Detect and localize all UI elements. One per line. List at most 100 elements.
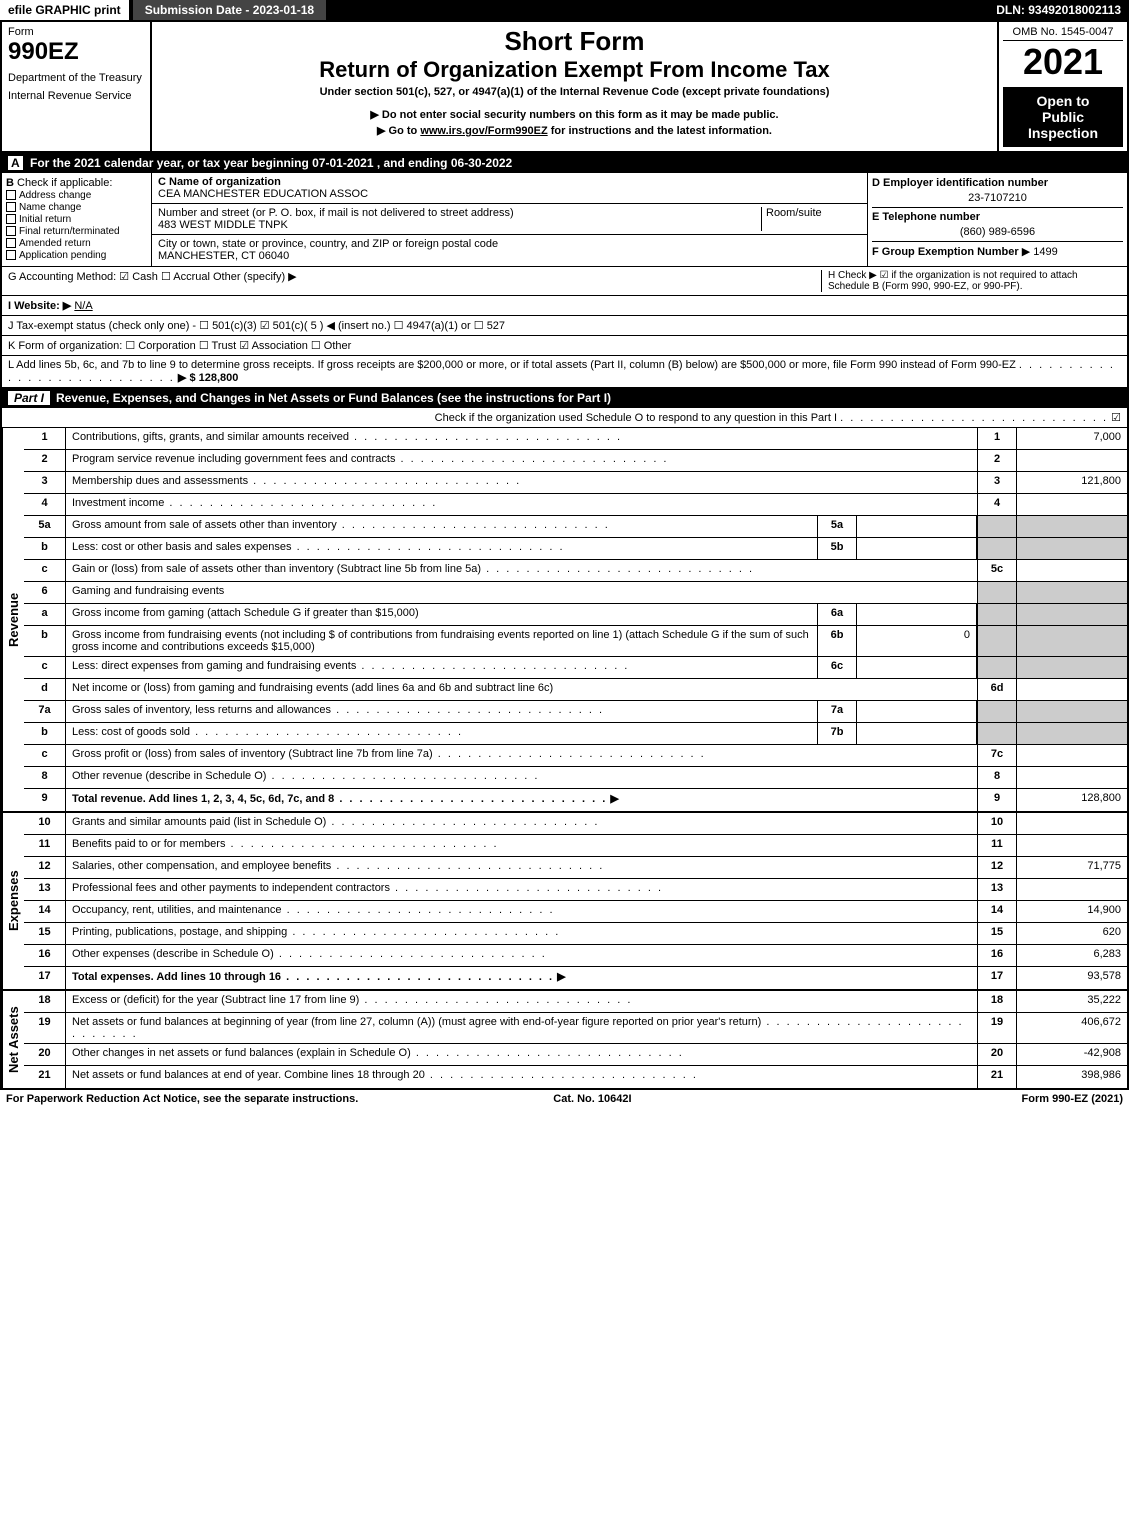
check-initial-return[interactable]: Initial return <box>6 214 147 225</box>
group-value: ▶ 1499 <box>1022 246 1058 258</box>
form-body: Form 990EZ Department of the Treasury In… <box>0 20 1129 1090</box>
part-1-checkbox[interactable]: ☑ <box>1111 412 1121 424</box>
ein-value: 23-7107210 <box>872 192 1123 204</box>
return-title: Return of Organization Exempt From Incom… <box>162 57 987 83</box>
open-to-public: Open to Public Inspection <box>1003 87 1123 147</box>
line-9: 9Total revenue. Add lines 1, 2, 3, 4, 5c… <box>24 789 1127 811</box>
line-1: 1Contributions, gifts, grants, and simil… <box>24 428 1127 450</box>
city-block: City or town, state or province, country… <box>152 235 867 265</box>
line-7a: 7aGross sales of inventory, less returns… <box>24 701 1127 723</box>
header-left: Form 990EZ Department of the Treasury In… <box>2 22 152 151</box>
org-name-block: C Name of organization CEA MANCHESTER ED… <box>152 173 867 204</box>
efile-label[interactable]: efile GRAPHIC print <box>0 0 129 20</box>
website-value: N/A <box>74 300 92 312</box>
section-d: D Employer identification number 23-7107… <box>867 173 1127 266</box>
addr-label: Number and street (or P. O. box, if mail… <box>158 207 514 219</box>
letter-a: A <box>8 156 23 170</box>
footer-right: Form 990-EZ (2021) <box>1022 1093 1123 1105</box>
part-1-header: Part I Revenue, Expenses, and Changes in… <box>2 388 1127 408</box>
tax-year: 2021 <box>1003 41 1123 83</box>
row-k: K Form of organization: ☐ Corporation ☐ … <box>2 336 1127 356</box>
netassets-section: Net Assets 18Excess or (deficit) for the… <box>2 991 1127 1088</box>
row-a-text: For the 2021 calendar year, or tax year … <box>30 156 512 170</box>
form-header: Form 990EZ Department of the Treasury In… <box>2 22 1127 153</box>
footer-left: For Paperwork Reduction Act Notice, see … <box>6 1093 358 1105</box>
expenses-section: Expenses 10Grants and similar amounts pa… <box>2 813 1127 991</box>
footer-center: Cat. No. 10642I <box>553 1093 631 1105</box>
line-6c: cLess: direct expenses from gaming and f… <box>24 657 1127 679</box>
check-name-change[interactable]: Name change <box>6 202 147 213</box>
dept-irs: Internal Revenue Service <box>8 90 144 102</box>
tel-value: (860) 989-6596 <box>872 226 1123 238</box>
info-block: B Check if applicable: Address change Na… <box>2 173 1127 267</box>
page-footer: For Paperwork Reduction Act Notice, see … <box>0 1090 1129 1108</box>
short-form-title: Short Form <box>162 26 987 57</box>
line-20: 20Other changes in net assets or fund ba… <box>24 1044 1127 1066</box>
revenue-section: Revenue 1Contributions, gifts, grants, a… <box>2 428 1127 813</box>
line-18: 18Excess or (deficit) for the year (Subt… <box>24 991 1127 1013</box>
top-bar: efile GRAPHIC print Submission Date - 20… <box>0 0 1129 20</box>
letter-b: B <box>6 177 14 189</box>
line-14: 14Occupancy, rent, utilities, and mainte… <box>24 901 1127 923</box>
form-number: 990EZ <box>8 38 144 66</box>
room-label: Room/suite <box>766 207 822 219</box>
line-5b: bLess: cost or other basis and sales exp… <box>24 538 1127 560</box>
line-6a: aGross income from gaming (attach Schedu… <box>24 604 1127 626</box>
omb-number: OMB No. 1545-0047 <box>1003 26 1123 41</box>
check-final-return[interactable]: Final return/terminated <box>6 226 147 237</box>
check-application-pending[interactable]: Application pending <box>6 250 147 261</box>
expenses-label: Expenses <box>2 813 24 989</box>
submission-date: Submission Date - 2023-01-18 <box>133 0 326 20</box>
ein-label: D Employer identification number <box>872 177 1123 189</box>
org-city: MANCHESTER, CT 06040 <box>158 250 289 262</box>
part-1-label: Part I <box>8 391 50 405</box>
row-l-amount: ▶ $ 128,800 <box>178 372 238 384</box>
row-j: J Tax-exempt status (check only one) - ☐… <box>2 316 1127 336</box>
dln: DLN: 93492018002113 <box>988 0 1129 20</box>
line-16: 16Other expenses (describe in Schedule O… <box>24 945 1127 967</box>
warning-1: ▶ Do not enter social security numbers o… <box>162 108 987 121</box>
check-amended-return[interactable]: Amended return <box>6 238 147 249</box>
part-1-title: Revenue, Expenses, and Changes in Net As… <box>56 391 611 405</box>
addr-block: Number and street (or P. O. box, if mail… <box>152 204 867 235</box>
line-2: 2Program service revenue including gover… <box>24 450 1127 472</box>
line-7b: bLess: cost of goods sold7b <box>24 723 1127 745</box>
c-name-label: C Name of organization <box>158 176 281 188</box>
line-5c: cGain or (loss) from sale of assets othe… <box>24 560 1127 582</box>
tel-label: E Telephone number <box>872 207 1123 223</box>
subtitle: Under section 501(c), 527, or 4947(a)(1)… <box>162 86 987 98</box>
form-word: Form <box>8 26 144 38</box>
line-17: 17Total expenses. Add lines 10 through 1… <box>24 967 1127 989</box>
line-3: 3Membership dues and assessments3121,800 <box>24 472 1127 494</box>
check-address-change[interactable]: Address change <box>6 190 147 201</box>
line-12: 12Salaries, other compensation, and empl… <box>24 857 1127 879</box>
org-address: 483 WEST MIDDLE TNPK <box>158 219 288 231</box>
line-7c: cGross profit or (loss) from sales of in… <box>24 745 1127 767</box>
line-15: 15Printing, publications, postage, and s… <box>24 923 1127 945</box>
org-name: CEA MANCHESTER EDUCATION ASSOC <box>158 188 368 200</box>
row-a: A For the 2021 calendar year, or tax yea… <box>2 153 1127 173</box>
check-if-label: Check if applicable: <box>17 177 112 189</box>
line-4: 4Investment income4 <box>24 494 1127 516</box>
irs-link[interactable]: www.irs.gov/Form990EZ <box>420 125 547 137</box>
header-right: OMB No. 1545-0047 2021 Open to Public In… <box>997 22 1127 151</box>
line-11: 11Benefits paid to or for members11 <box>24 835 1127 857</box>
line-5a: 5aGross amount from sale of assets other… <box>24 516 1127 538</box>
header-center: Short Form Return of Organization Exempt… <box>152 22 997 151</box>
group-label: F Group Exemption Number <box>872 246 1019 258</box>
line-13: 13Professional fees and other payments t… <box>24 879 1127 901</box>
city-label: City or town, state or province, country… <box>158 238 498 250</box>
line-19: 19Net assets or fund balances at beginni… <box>24 1013 1127 1044</box>
group-block: F Group Exemption Number ▶ 1499 <box>872 241 1123 258</box>
line-8: 8Other revenue (describe in Schedule O)8 <box>24 767 1127 789</box>
line-21: 21Net assets or fund balances at end of … <box>24 1066 1127 1088</box>
warning-2: ▶ Go to www.irs.gov/Form990EZ for instru… <box>162 124 987 137</box>
netassets-label: Net Assets <box>2 991 24 1088</box>
row-i: I Website: ▶ N/A <box>2 296 1127 316</box>
part-1-sub: Check if the organization used Schedule … <box>2 408 1127 428</box>
line-6b: bGross income from fundraising events (n… <box>24 626 1127 657</box>
section-c: C Name of organization CEA MANCHESTER ED… <box>152 173 867 266</box>
row-h: H Check ▶ ☑ if the organization is not r… <box>821 270 1121 292</box>
dept-treasury: Department of the Treasury <box>8 72 144 84</box>
section-b: B Check if applicable: Address change Na… <box>2 173 152 266</box>
